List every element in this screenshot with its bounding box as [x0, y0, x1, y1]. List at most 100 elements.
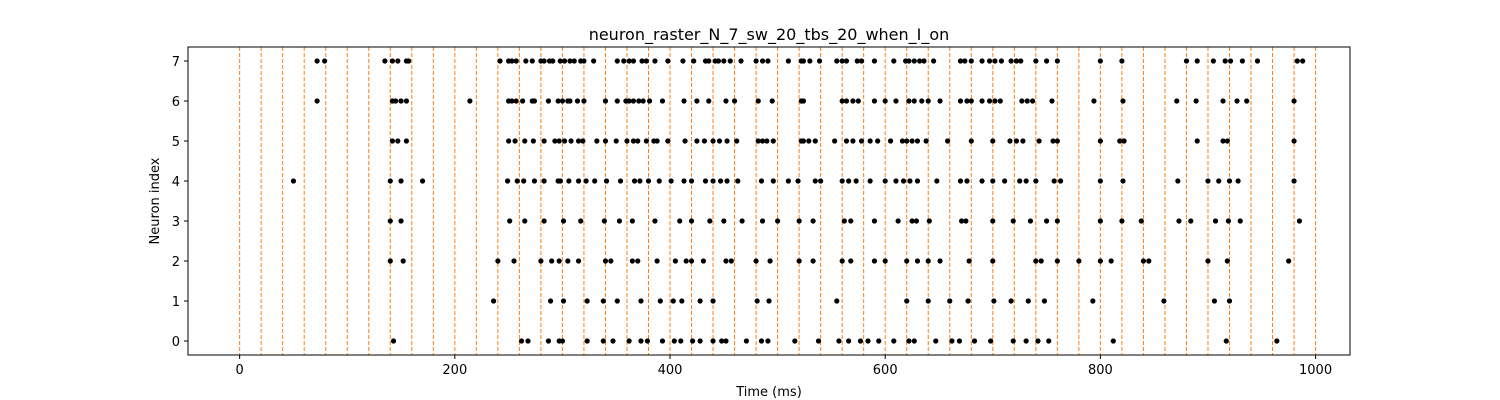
- spike-point: [966, 258, 972, 264]
- spike-point: [906, 58, 912, 64]
- spike-point: [509, 98, 515, 104]
- spike-point: [882, 258, 888, 264]
- spike-point: [584, 338, 590, 344]
- spike-point: [688, 178, 695, 184]
- spike-point: [405, 58, 412, 64]
- spike-point: [719, 338, 725, 344]
- spike-point: [1050, 138, 1056, 144]
- spike-point: [559, 338, 566, 344]
- spike-point: [581, 58, 587, 64]
- spike-point: [322, 58, 328, 64]
- spike-point: [1054, 58, 1060, 64]
- spike-point: [1010, 338, 1016, 344]
- spike-point: [717, 178, 724, 184]
- spike-point: [841, 218, 847, 224]
- spike-point: [1046, 338, 1052, 344]
- spike-point: [1120, 178, 1126, 184]
- spike-point: [656, 178, 662, 184]
- spike-point: [1239, 58, 1246, 64]
- spike-point: [513, 58, 519, 64]
- spike-point: [629, 218, 635, 224]
- spike-point: [728, 258, 734, 264]
- spike-point: [403, 98, 410, 104]
- spike-point: [513, 98, 519, 104]
- spike-point: [1097, 218, 1103, 224]
- spike-point: [875, 138, 881, 144]
- spike-point: [504, 178, 511, 184]
- spike-point: [723, 338, 729, 344]
- spike-point: [900, 178, 907, 184]
- spike-point: [575, 178, 582, 184]
- spike-point: [1054, 258, 1060, 264]
- spike-point: [731, 98, 738, 104]
- spike-point: [1223, 338, 1229, 344]
- spike-point: [677, 218, 683, 224]
- spike-point: [909, 218, 915, 224]
- x-tick-label: 0: [236, 363, 244, 378]
- spike-point: [721, 218, 727, 224]
- spike-point: [1033, 58, 1039, 64]
- spike-point: [765, 58, 771, 64]
- spike-point: [743, 338, 750, 344]
- spike-point: [1174, 98, 1180, 104]
- spike-point: [400, 258, 406, 264]
- spike-point: [387, 178, 393, 184]
- spike-point: [1176, 218, 1182, 224]
- spike-point: [759, 218, 766, 224]
- spike-point: [1013, 138, 1020, 144]
- spike-point: [1025, 298, 1031, 304]
- spike-point: [1049, 98, 1055, 104]
- spike-point: [652, 58, 658, 64]
- spike-point: [635, 138, 641, 144]
- spike-point: [654, 138, 660, 144]
- spike-point: [538, 258, 544, 264]
- spike-point: [575, 138, 582, 144]
- spike-point: [724, 178, 730, 184]
- spike-point: [678, 338, 684, 344]
- spike-point: [560, 218, 567, 224]
- spike-point: [785, 58, 791, 64]
- spike-point: [710, 338, 716, 344]
- spike-point: [848, 218, 854, 224]
- spike-point: [512, 138, 518, 144]
- spike-point: [1033, 258, 1039, 264]
- spike-point: [520, 98, 526, 104]
- spike-point: [654, 258, 660, 264]
- spike-point: [530, 138, 536, 144]
- spike-point: [968, 58, 974, 64]
- spike-point: [899, 138, 906, 144]
- spike-point: [1041, 298, 1048, 304]
- spike-point: [724, 138, 730, 144]
- spike-point: [806, 138, 812, 144]
- spike-point: [659, 338, 666, 344]
- spike-point: [610, 338, 616, 344]
- spike-point: [1146, 258, 1152, 264]
- spike-point: [739, 218, 745, 224]
- spike-point: [1017, 178, 1023, 184]
- spike-point: [1274, 338, 1280, 344]
- spike-point: [795, 178, 801, 184]
- spike-point: [755, 138, 761, 144]
- spike-point: [578, 218, 584, 224]
- spike-point: [560, 298, 567, 304]
- chart-title: neuron_raster_N_7_sw_20_tbs_20_when_I_on: [589, 25, 950, 45]
- spike-point: [511, 258, 517, 264]
- spike-point: [871, 218, 878, 224]
- spike-point: [775, 218, 781, 224]
- spike-point: [659, 98, 666, 104]
- spike-point: [668, 178, 674, 184]
- spike-point: [1138, 218, 1144, 224]
- spike-point: [390, 338, 397, 344]
- spike-point: [1013, 58, 1020, 64]
- spike-point: [1120, 98, 1126, 104]
- spike-point: [796, 258, 802, 264]
- spike-point: [792, 338, 798, 344]
- spike-point: [759, 58, 766, 64]
- spike-point: [957, 178, 964, 184]
- spike-point: [906, 98, 912, 104]
- spike-point: [419, 178, 426, 184]
- spike-point: [1033, 178, 1039, 184]
- spike-point: [1035, 338, 1041, 344]
- spike-point: [541, 218, 547, 224]
